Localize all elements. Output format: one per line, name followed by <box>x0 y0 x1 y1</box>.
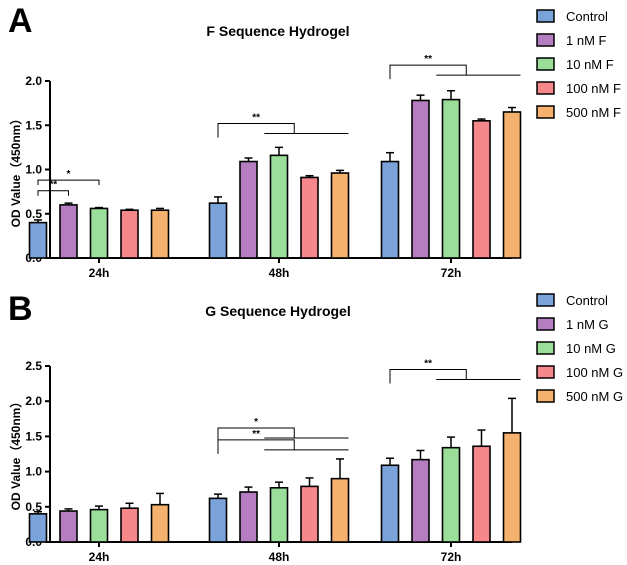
legend-label: Control <box>566 293 608 308</box>
panel-b: B G Sequence Hydrogel OD Value（450nm） 0.… <box>8 290 623 564</box>
legend-swatch <box>536 293 555 307</box>
significance-label: ** <box>49 180 57 191</box>
legend-label: 500 nM G <box>566 389 623 404</box>
bar <box>472 120 491 259</box>
bar <box>28 513 48 543</box>
significance-label: ** <box>252 112 260 123</box>
legend-label: 1 nM F <box>566 33 607 48</box>
y-tick-label: 1.5 <box>25 118 42 132</box>
significance-bracket <box>217 439 295 454</box>
significance-label: * <box>67 169 71 180</box>
x-tick-label: 72h <box>441 266 462 280</box>
legend-label: 1 nM G <box>566 317 609 332</box>
panel-b-title: G Sequence Hydrogel <box>205 303 350 319</box>
y-tick-label: 1.5 <box>25 429 42 443</box>
panel-a-legend: Control 1 nM F 10 nM F 100 nM F 500 nM F <box>536 9 621 120</box>
significance-label: * <box>254 417 258 428</box>
bar <box>89 508 109 543</box>
y-tick-label: 0.5 <box>25 207 42 221</box>
legend-label: 100 nM G <box>566 365 623 380</box>
bar <box>441 98 461 259</box>
bar <box>502 432 522 543</box>
legend-swatch <box>536 81 555 95</box>
legend-label: 500 nM F <box>566 105 621 120</box>
bar <box>208 202 228 259</box>
y-tick-label: 2.0 <box>25 394 42 408</box>
panel-a-label: A <box>8 2 33 40</box>
bar <box>208 497 228 543</box>
bar <box>411 99 430 259</box>
legend-swatch <box>536 365 555 379</box>
significance-label: ** <box>252 429 260 440</box>
bar <box>380 464 400 543</box>
bar <box>269 154 289 259</box>
panel-a-title: F Sequence Hydrogel <box>206 23 349 39</box>
bar <box>502 111 522 259</box>
bar <box>150 503 170 543</box>
legend-swatch <box>536 317 555 331</box>
y-tick-label: 1.0 <box>25 163 42 177</box>
legend-swatch <box>536 57 555 71</box>
bar <box>120 507 139 543</box>
bar <box>300 485 319 543</box>
panel-b-ylabel: OD Value（450nm） <box>8 396 23 511</box>
bar <box>120 209 139 259</box>
x-tick-label: 24h <box>89 550 110 564</box>
bar <box>330 477 350 543</box>
legend-swatch <box>536 105 555 119</box>
panel-a: A F Sequence Hydrogel OD Value（450nm） 0.… <box>8 2 621 280</box>
significance-bracket <box>389 369 467 384</box>
panel-a-ylabel: OD Value（450nm） <box>8 113 23 228</box>
legend-label: 10 nM F <box>566 57 614 72</box>
bar <box>330 172 350 259</box>
legend-swatch <box>536 9 555 23</box>
bar <box>441 446 461 543</box>
bar <box>59 510 78 543</box>
y-tick-label: 2.0 <box>25 74 42 88</box>
y-tick-label: 2.5 <box>25 359 42 373</box>
bar <box>28 221 48 259</box>
significance-label: ** <box>424 359 432 370</box>
significance-bracket <box>217 122 295 138</box>
legend-swatch <box>536 33 555 47</box>
significance-bracket <box>217 427 295 442</box>
bar <box>300 176 319 259</box>
y-tick-label: 1.0 <box>25 465 42 479</box>
legend-label: Control <box>566 9 608 24</box>
x-tick-label: 48h <box>269 266 290 280</box>
legend-swatch <box>536 341 555 355</box>
significance-bracket <box>389 64 467 80</box>
bar <box>411 458 430 543</box>
legend-label: 10 nM G <box>566 341 616 356</box>
significance-label: ** <box>424 54 432 65</box>
panel-b-legend: Control 1 nM G 10 nM G 100 nM G 500 nM G <box>536 293 623 404</box>
x-tick-label: 24h <box>89 266 110 280</box>
significance-bracket <box>37 190 69 196</box>
legend-swatch <box>536 389 555 403</box>
y-tick-label: 0.5 <box>25 500 42 514</box>
bar <box>59 204 78 259</box>
bar <box>89 207 109 259</box>
bar <box>380 160 400 259</box>
bar <box>239 491 258 543</box>
x-tick-label: 48h <box>269 550 290 564</box>
bar <box>472 445 491 543</box>
bar <box>269 486 289 543</box>
legend-label: 100 nM F <box>566 81 621 96</box>
bar <box>239 160 258 259</box>
panel-b-label: B <box>8 290 33 328</box>
significance-bracket <box>37 179 100 186</box>
bar <box>150 209 170 259</box>
x-tick-label: 72h <box>441 550 462 564</box>
